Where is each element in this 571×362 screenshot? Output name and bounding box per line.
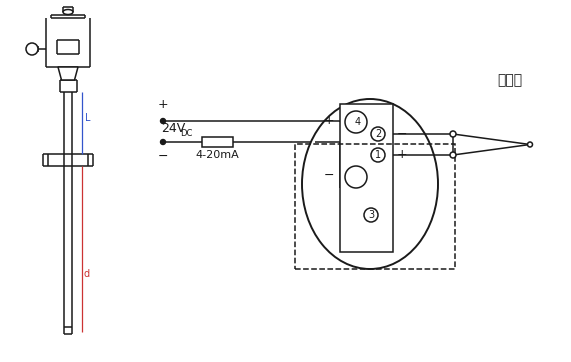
Text: 2: 2 [375,129,381,139]
Circle shape [371,127,385,141]
Circle shape [160,118,166,123]
Text: L: L [85,113,90,123]
Bar [340,104,393,252]
Bar [202,137,233,147]
Circle shape [450,131,456,137]
Text: +: + [323,114,334,126]
Ellipse shape [302,99,438,269]
Circle shape [364,208,378,222]
Text: 4: 4 [355,117,361,127]
Text: 3: 3 [368,210,374,220]
Circle shape [345,111,367,133]
Circle shape [345,166,367,188]
Text: −: − [158,150,168,163]
Text: d: d [83,269,89,279]
Circle shape [160,139,166,144]
Text: DC: DC [180,129,192,138]
Text: 热电偶: 热电偶 [497,73,522,87]
Text: +: + [397,148,408,161]
Text: 1: 1 [375,150,381,160]
Text: −: − [324,168,334,181]
Circle shape [528,142,533,147]
Circle shape [371,148,385,162]
Text: −: − [397,127,408,140]
Circle shape [26,43,38,55]
Ellipse shape [63,9,73,14]
Bar [295,144,455,269]
Text: +: + [158,98,168,111]
Polygon shape [58,67,78,80]
Text: 24V: 24V [161,122,185,135]
Text: 4-20mA: 4-20mA [196,150,239,160]
Circle shape [450,152,456,158]
